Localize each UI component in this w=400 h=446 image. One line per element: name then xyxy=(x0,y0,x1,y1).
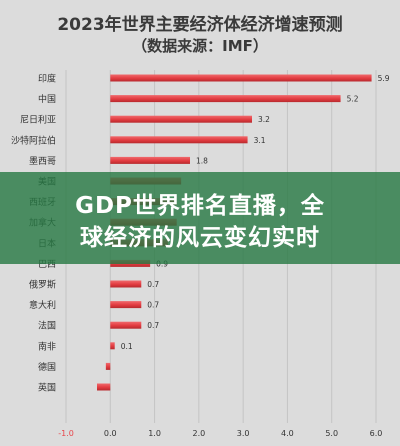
bar xyxy=(110,74,372,82)
bar xyxy=(105,362,111,370)
category-label: 意大利 xyxy=(29,299,56,311)
banner-line-2: 球经济的风云变幻实时 xyxy=(80,225,320,251)
x-tick-label: -1.0 xyxy=(58,429,74,438)
bar xyxy=(110,342,115,350)
category-label: 巴西 xyxy=(38,259,56,270)
category-label: 德国 xyxy=(38,361,56,373)
value-label: 0.7 xyxy=(147,301,159,310)
category-label: 英国 xyxy=(38,382,56,394)
value-label: 1.8 xyxy=(196,156,208,165)
x-tick-label: 6.0 xyxy=(370,429,383,438)
chart-title: 2023年世界主要经济体经济增速预测 xyxy=(57,15,343,35)
bar xyxy=(110,301,142,309)
x-tick-label: 3.0 xyxy=(237,429,250,438)
category-label: 法国 xyxy=(38,320,56,332)
category-label: 俄罗斯 xyxy=(29,279,56,291)
x-tick-label: 0.0 xyxy=(104,429,117,438)
value-label: 5.9 xyxy=(378,74,390,83)
value-label: 0.1 xyxy=(121,342,133,351)
x-tick-label: 1.0 xyxy=(148,429,161,438)
banner-line-1: GDP世界排名直播，全 xyxy=(75,193,325,219)
value-label: 0.7 xyxy=(147,280,159,289)
category-label: 南非 xyxy=(38,340,56,352)
bar xyxy=(97,383,111,391)
bar xyxy=(110,95,341,103)
value-label: 0.7 xyxy=(147,321,159,330)
overlay-banner: GDP世界排名直播，全 球经济的风云变幻实时 xyxy=(0,172,400,264)
bar xyxy=(110,280,142,288)
value-label: 3.2 xyxy=(258,115,270,124)
category-label: 印度 xyxy=(38,73,56,85)
category-label: 中国 xyxy=(38,93,56,105)
category-label: 尼日利亚 xyxy=(20,114,56,126)
x-tick-label: 5.0 xyxy=(325,429,338,438)
bar xyxy=(110,156,190,164)
bar xyxy=(110,136,248,144)
bar xyxy=(110,115,253,123)
category-label: 墨西哥 xyxy=(29,156,56,167)
value-label: 3.1 xyxy=(254,136,266,145)
x-tick-label: 2.0 xyxy=(192,429,205,438)
chart-subtitle: （数据来源：IMF） xyxy=(132,37,268,55)
x-axis-ticks: -1.0 0.0 1.0 2.0 3.0 4.0 5.0 6.0 xyxy=(58,429,382,438)
value-label: 5.2 xyxy=(347,95,359,104)
category-label: 沙特阿拉伯 xyxy=(11,134,56,146)
x-tick-label: 4.0 xyxy=(281,429,294,438)
bar xyxy=(110,321,142,329)
